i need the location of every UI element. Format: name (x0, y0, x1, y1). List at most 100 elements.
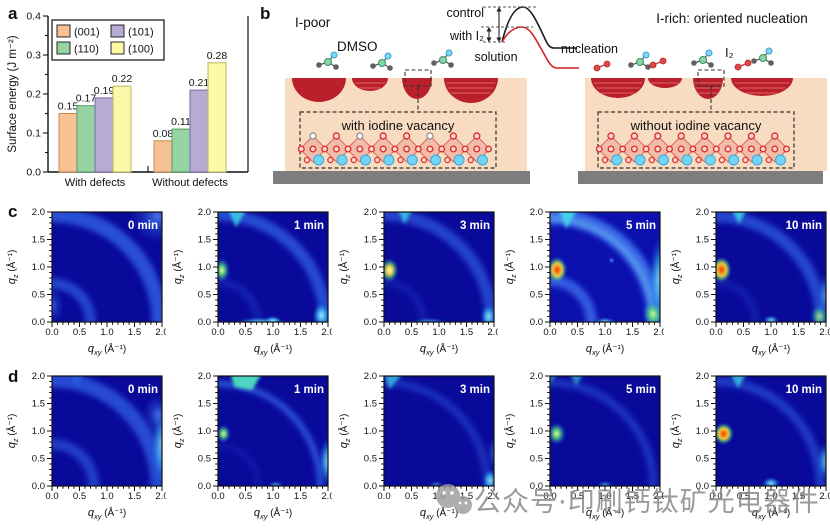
intensity-patch (570, 376, 583, 386)
intensity-patch (559, 212, 576, 229)
time-label: 5 min (626, 384, 656, 396)
y-tick-label: 0.5 (32, 290, 45, 301)
y-tick-label: 0.5 (696, 454, 709, 465)
legend-swatch-(110) (56, 41, 71, 55)
x-tick-label: 0.0 (45, 491, 58, 502)
iodine-atom (607, 132, 615, 140)
crystal-lattice (595, 132, 791, 166)
giwaxs-cell-c-3: 0.0 0.0 0.5 0.5 1.0 1.0 1.5 1.5 2.0 2.0 5 min qxy (… (498, 200, 667, 364)
y-tick-label: 0.0 (696, 481, 709, 492)
y-tick-label: 1.0 (364, 426, 377, 437)
intensity-patch (398, 212, 412, 225)
diffraction-spot (716, 256, 732, 283)
with-i2-label: with I₂ (449, 29, 484, 43)
right-title: I-rich: oriented nucleation (656, 11, 808, 26)
x-tick-label: 0.5 (239, 327, 252, 338)
diffraction-spot (218, 258, 230, 283)
y-tick-label: 1.5 (198, 235, 211, 246)
bar-(110)-Without defects (171, 128, 191, 173)
nucleation-schematic: with iodine vacancy without iodine vacanc… (273, 6, 827, 184)
axis-label: qz (Å⁻¹) (337, 250, 352, 285)
diffraction-spot (762, 477, 780, 486)
dmso-molecule (316, 51, 339, 70)
y-tick-label: 1.0 (696, 262, 709, 273)
x-tick-label: 2.0 (819, 327, 830, 338)
lead-atom (430, 154, 442, 166)
y-tick-label: 0.0 (530, 481, 543, 492)
axis-label: qxy (Å⁻¹) (752, 506, 790, 521)
legend-label: (101) (128, 27, 154, 39)
iodine-atom (379, 132, 387, 140)
time-label: 10 min (786, 384, 822, 396)
x-tick-label: 2.0 (155, 327, 166, 338)
diffraction-spot (480, 304, 494, 322)
y-tick-label: 0.0 (26, 167, 41, 179)
giwaxs-cell-c-0: 0.0 0.0 0.5 0.5 1.0 1.0 1.5 1.5 2.0 2.0 0 min qxy (… (0, 200, 169, 364)
giwaxs-cell-d-0: 0.0 0.0 0.5 0.5 1.0 1.0 1.5 1.5 2.0 2.0 0 min qxy (… (0, 364, 169, 528)
x-tick-label: 0.0 (543, 491, 556, 502)
giwaxs-plot-c-10min: 0.00.0 0.5 0.5 1.0 1.0 1.5 1.5 2.0 2.0 10 min qxy … (669, 207, 830, 357)
axis-label: qxy (Å⁻¹) (88, 342, 126, 357)
x-tick-label: 0.0 (377, 491, 390, 502)
x-tick-label: 1.0 (764, 491, 777, 502)
x-tick-label: 1.0 (432, 491, 445, 502)
panel-b-letter: b (260, 4, 271, 23)
giwaxs-cell-d-1: 0.0 0.0 0.5 0.5 1.0 1.0 1.5 1.5 2.0 2.0 1 min qxy (… (166, 364, 335, 528)
lead-atom (751, 154, 763, 166)
y-tick-label: 0.0 (32, 317, 45, 328)
bar-value-label: 0.22 (112, 73, 133, 85)
diffraction-spot (550, 422, 566, 445)
x-tick-label: 1.5 (626, 327, 639, 338)
y-tick-label: 1.0 (32, 262, 45, 273)
intensity-patch (70, 376, 84, 387)
giwaxs-cell-d-2: 0.0 0.0 0.5 0.5 1.0 1.0 1.5 1.5 2.0 2.0 3 min qxy (… (332, 364, 501, 528)
x-tick-label: 0.5 (73, 327, 86, 338)
iodine-vacancy (309, 132, 317, 140)
iodine-atom (473, 132, 481, 140)
diffraction-spot (763, 315, 779, 322)
bar-value-label: 0.15 (58, 101, 79, 113)
giwaxs-plot-c-1min: 0.00.0 0.5 0.5 1.0 1.0 1.5 1.5 2.0 2.0 1 min qxy (… (171, 207, 335, 357)
lead-atom (658, 154, 669, 166)
edge-glow (817, 442, 826, 481)
x-tick-label: 2.0 (819, 491, 830, 502)
dmso-molecule (628, 51, 651, 70)
time-label: 5 min (626, 220, 656, 232)
y-tick-label: 2.0 (364, 207, 377, 218)
giwaxs-row-d: 0.0 0.0 0.5 0.5 1.0 1.0 1.5 1.5 2.0 2.0 0 min qxy (… (0, 364, 830, 528)
iodine-atom (677, 132, 685, 140)
bar-value-label: 0.11 (171, 116, 191, 128)
giwaxs-plot-c-3min: 0.00.0 0.5 0.5 1.0 1.0 1.5 1.5 2.0 2.0 3 min qxy (… (337, 207, 501, 357)
edge-glow (319, 436, 328, 486)
giwaxs-cell-d-3: 0.0 0.0 0.5 0.5 1.0 1.0 1.5 1.5 2.0 2.0 5 min qxy (… (498, 364, 667, 528)
y-tick-label: 0.0 (32, 481, 45, 492)
x-tick-label: 0.5 (73, 491, 86, 502)
axis-label: qxy (Å⁻¹) (254, 342, 292, 357)
x-tick-label: 0.5 (737, 327, 750, 338)
axis-label: qxy (Å⁻¹) (420, 342, 458, 357)
axis-label: qz (Å⁻¹) (5, 414, 20, 449)
i2-label: I₂ (725, 45, 734, 60)
x-tick-label: 1.5 (294, 491, 307, 502)
y-tick-label: 0.5 (198, 290, 211, 301)
bar-value-label: 0.19 (94, 85, 115, 97)
x-tick-label: 0.5 (737, 491, 750, 502)
lead-atom (360, 154, 371, 166)
y-tick-label: 0.0 (198, 481, 211, 492)
y-tick-label: 1.5 (696, 235, 709, 246)
y-tick-label: 2.0 (32, 207, 45, 218)
time-label: 10 min (786, 220, 822, 232)
substrate-right (578, 171, 823, 184)
iodine-atom (332, 132, 341, 140)
with-i2-energy-curve (501, 26, 579, 69)
axis-label: qxy (Å⁻¹) (586, 506, 624, 521)
x-tick-label: 0.0 (211, 327, 224, 338)
x-tick-label: 2.0 (653, 491, 664, 502)
surface-energy-bar-chart: 0.0 0.1 0.2 0.3 0.4 Surface energy (J m⁻²) 0.1… (7, 11, 249, 189)
diffraction-spot (716, 422, 734, 445)
lead-atom (634, 154, 646, 166)
x-tick-label: 1.0 (764, 327, 777, 338)
x-tick-label: 1.0 (598, 327, 611, 338)
i2-molecule (734, 59, 752, 71)
